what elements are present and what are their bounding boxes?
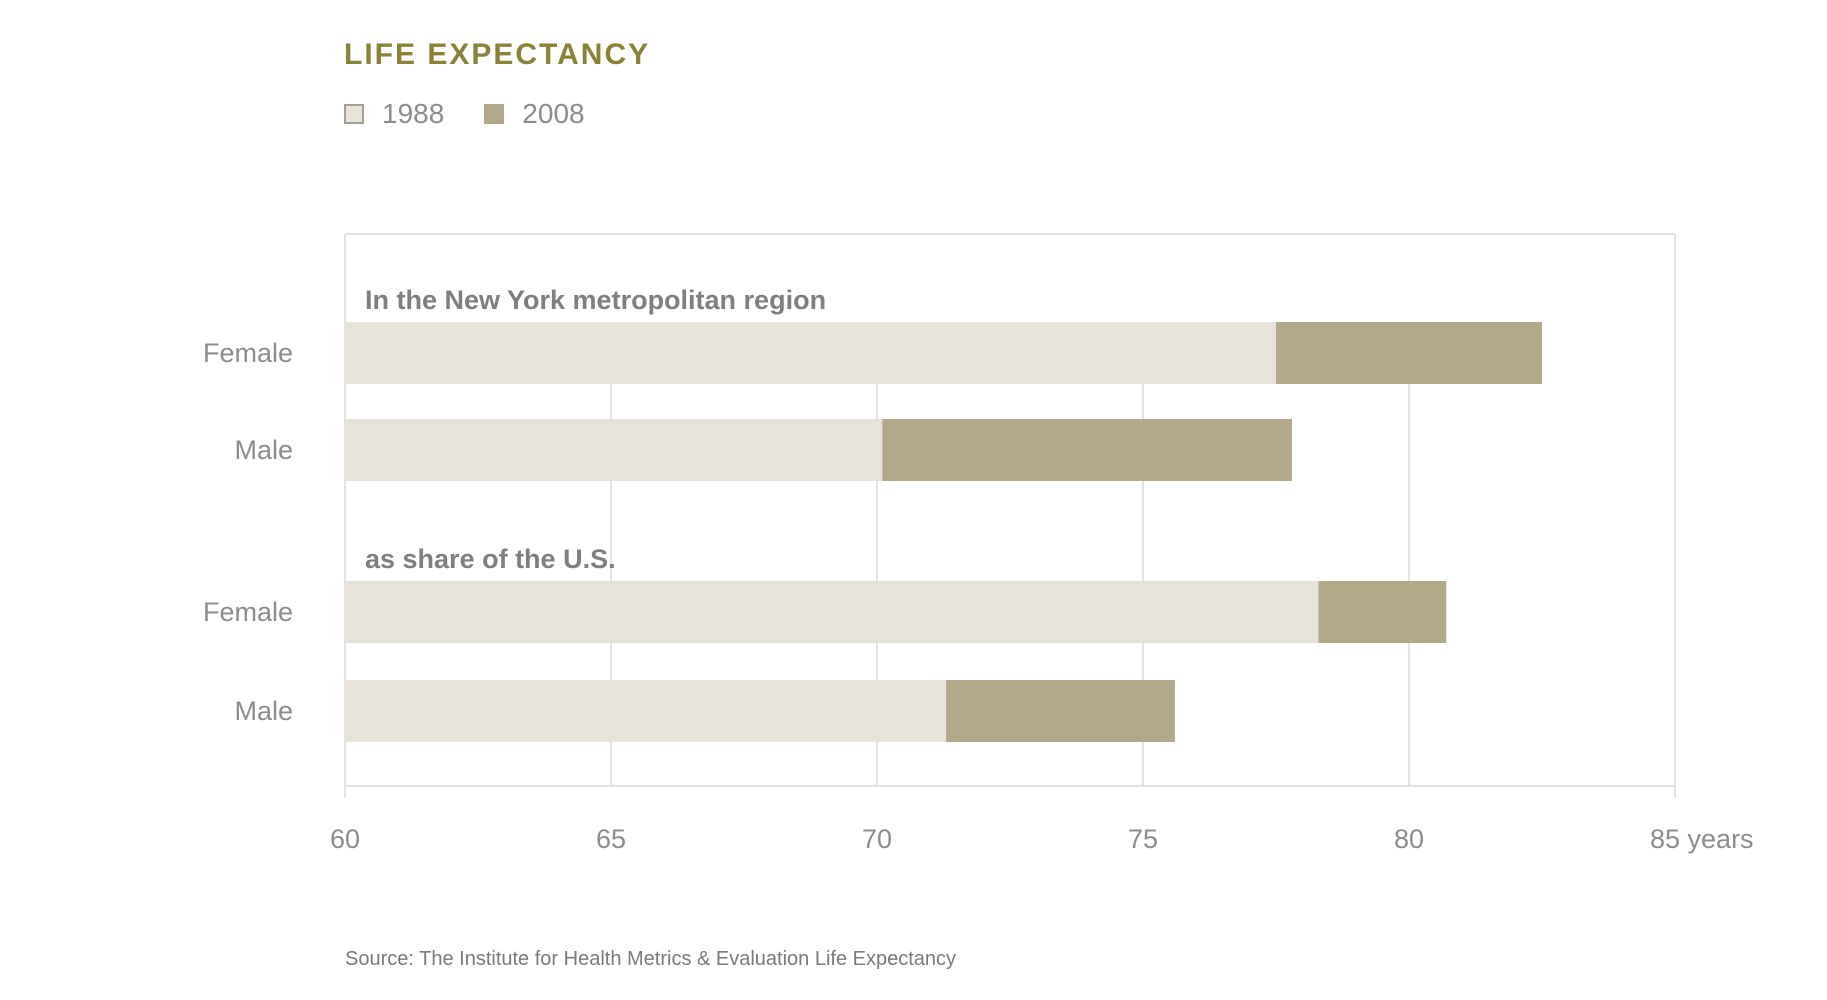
bar-1988 — [345, 419, 883, 481]
legend-item-1988: 1988 — [344, 98, 444, 130]
x-tick-label: 70 — [862, 824, 892, 854]
group-label: as share of the U.S. — [365, 544, 616, 574]
category-label: Male — [234, 696, 293, 726]
chart-title: LIFE EXPECTANCY — [344, 38, 651, 71]
legend-label-2008: 2008 — [522, 98, 585, 129]
x-tick-label: 75 — [1128, 824, 1158, 854]
category-label: Male — [234, 435, 293, 465]
legend-item-2008: 2008 — [484, 98, 585, 130]
x-tick-label: 60 — [330, 824, 360, 854]
group-label: In the New York metropolitan region — [365, 285, 826, 315]
category-label: Female — [203, 597, 293, 627]
legend: 1988 2008 — [344, 98, 625, 130]
source-note: Source: The Institute for Health Metrics… — [345, 948, 957, 970]
bar-1988 — [345, 680, 947, 742]
x-tick-label: 65 — [596, 824, 626, 854]
x-tick-label: 80 — [1394, 824, 1424, 854]
legend-label-1988: 1988 — [382, 98, 445, 129]
bar-1988 — [345, 581, 1319, 643]
legend-swatch-1988 — [344, 104, 364, 124]
bar-1988 — [345, 322, 1276, 384]
legend-swatch-2008 — [484, 104, 505, 124]
category-label: Female — [203, 338, 293, 368]
x-tick-label: 85 years — [1650, 824, 1754, 854]
